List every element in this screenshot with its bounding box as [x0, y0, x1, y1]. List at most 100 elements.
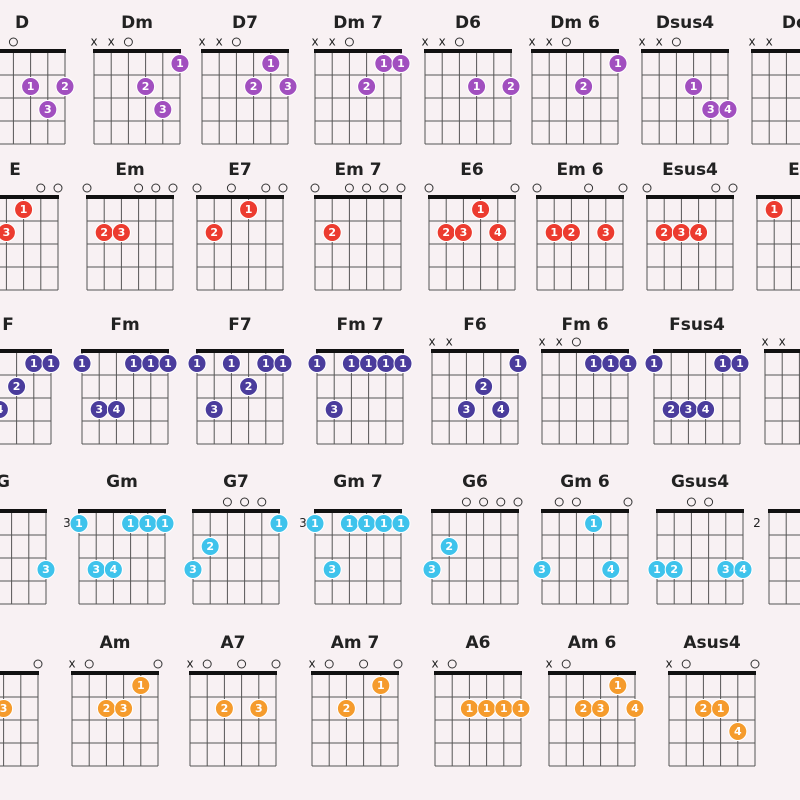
finger-dot	[0, 400, 9, 419]
finger-dot	[601, 560, 621, 579]
finger-dot	[696, 400, 716, 419]
chord: Fm1 1 1 13 4	[72, 315, 178, 445]
finger-number: 1	[313, 357, 321, 370]
finger-dot	[278, 77, 298, 96]
chord: Fxx	[761, 335, 800, 445]
chord-name: Em	[115, 160, 144, 180]
finger-dot	[488, 223, 508, 242]
chord-name: Fm 7	[336, 315, 383, 335]
nut	[78, 509, 166, 513]
nut	[431, 509, 519, 513]
chord-name: Dm 7	[333, 13, 383, 33]
chord-name: G6	[462, 472, 488, 492]
open-string	[396, 183, 406, 193]
finger-number: 4	[702, 403, 710, 416]
chord-name: Fm	[110, 315, 139, 335]
chord: Dsus4 x x 13 4	[638, 13, 738, 145]
finger-number: 1	[377, 679, 385, 692]
finger-number: 2	[660, 226, 668, 239]
finger-dot	[718, 100, 738, 119]
open-string	[231, 37, 241, 47]
finger-number: 4	[739, 563, 747, 576]
finger-dot	[269, 514, 289, 533]
nut	[764, 349, 800, 353]
finger-number: 2	[103, 702, 111, 715]
muted-string: x	[766, 35, 773, 49]
finger-number: 1	[363, 517, 371, 530]
finger-dot	[72, 354, 92, 373]
finger-number: 1	[717, 702, 725, 715]
finger-number: 3	[597, 702, 605, 715]
muted-string: x	[421, 35, 428, 49]
finger-number: 3	[120, 702, 128, 715]
nut	[424, 49, 512, 53]
finger-number: 1	[348, 357, 356, 370]
finger-number: 2	[580, 702, 588, 715]
finger-number: 1	[550, 226, 558, 239]
finger-number: 3	[685, 403, 693, 416]
chord: Gm 73 1 1 1 1 13	[299, 472, 411, 605]
open-string	[728, 183, 738, 193]
finger-dot	[336, 699, 356, 718]
finger-number: 3	[210, 403, 218, 416]
finger-dot	[305, 514, 325, 533]
finger-dot	[69, 514, 89, 533]
finger-number: 2	[700, 702, 708, 715]
finger-dot	[106, 400, 126, 419]
finger-dot	[596, 223, 616, 242]
finger-number: 3	[159, 103, 167, 116]
muted-string: x	[546, 35, 553, 49]
finger-number: 3	[3, 226, 11, 239]
finger-dot	[214, 699, 234, 718]
finger-number: 1	[624, 357, 632, 370]
finger-number: 4	[497, 403, 505, 416]
open-string	[8, 37, 18, 47]
chord: D6 x x 1 2	[421, 13, 521, 145]
nut	[431, 349, 519, 353]
nut	[536, 195, 624, 199]
finger-number: 3	[463, 403, 471, 416]
finger-dot	[730, 354, 750, 373]
chord-name: Ed	[788, 160, 800, 180]
finger-dot	[561, 223, 581, 242]
muted-string: x	[439, 35, 446, 49]
open-string	[393, 659, 403, 669]
open-string	[53, 183, 63, 193]
nut	[541, 349, 629, 353]
muted-string: x	[186, 657, 193, 671]
open-string	[711, 183, 721, 193]
chord: 33	[0, 659, 43, 767]
finger-dot	[322, 223, 342, 242]
finger-number: 1	[311, 517, 319, 530]
open-string	[623, 497, 633, 507]
chord-name: Am 7	[331, 633, 380, 653]
finger-dot	[501, 77, 521, 96]
open-string	[447, 659, 457, 669]
finger-number: 2	[670, 563, 678, 576]
finger-number: 2	[480, 380, 488, 393]
finger-number: 1	[75, 517, 83, 530]
nut	[751, 49, 800, 53]
finger-dot	[711, 699, 731, 718]
chord-name: Am	[100, 633, 131, 653]
muted-string: x	[311, 35, 318, 49]
finger-number: 2	[568, 226, 576, 239]
finger-number: 3	[44, 103, 52, 116]
finger-number: 2	[206, 540, 214, 553]
open-string	[226, 183, 236, 193]
finger-dot	[608, 676, 628, 695]
finger-number: 2	[667, 403, 675, 416]
open-string	[618, 183, 628, 193]
finger-number: 3	[284, 80, 292, 93]
finger-dot	[728, 722, 748, 741]
nut	[189, 671, 277, 675]
finger-dot	[644, 354, 664, 373]
chord-name: Gsus4	[671, 472, 729, 492]
finger-number: 3	[189, 563, 197, 576]
finger-number: 2	[507, 80, 515, 93]
finger-dot	[0, 223, 16, 242]
finger-dot	[422, 560, 442, 579]
finger-number: 1	[161, 517, 169, 530]
